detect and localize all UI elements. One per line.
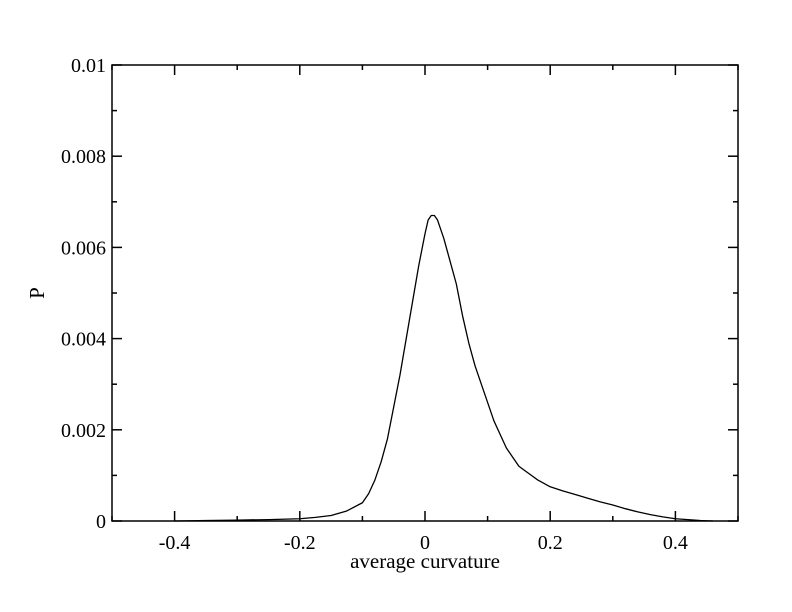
y-tick-label: 0.002 [61, 420, 106, 442]
x-tick-label: -0.4 [159, 532, 191, 554]
y-tick-label: 0.004 [61, 329, 106, 351]
x-tick-label: -0.2 [284, 532, 316, 554]
plot-frame [111, 64, 739, 522]
x-tick-label: 0.4 [663, 532, 688, 554]
y-tick-label: 0.006 [61, 237, 106, 259]
x-tick-label: 0.2 [538, 532, 563, 554]
x-axis-label: average curvature [350, 549, 500, 573]
x-tick-label: 0 [420, 532, 430, 554]
axis-ticks [111, 64, 739, 522]
y-tick-label: 0.008 [61, 146, 106, 168]
y-axis-label: P [25, 287, 49, 299]
axis-tick-labels: -0.4 -0.2 0 0.2 0.4 0 0.002 0.004 0.006 0.008 0.01 [61, 55, 688, 554]
series-line [174, 214, 713, 522]
y-tick-label: 0.01 [71, 55, 106, 77]
y-tick-label: 0 [96, 511, 106, 533]
